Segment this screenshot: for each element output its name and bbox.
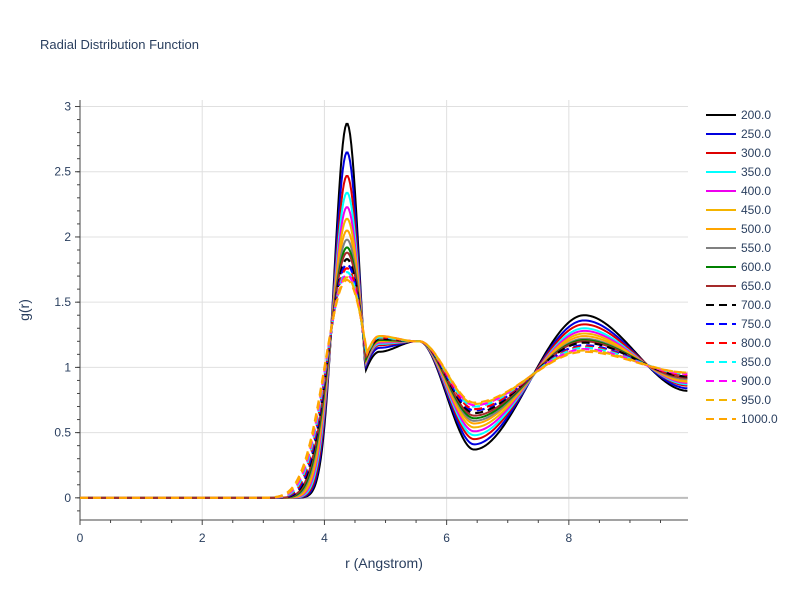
legend-item[interactable]: 1000.0	[706, 412, 778, 426]
series-line-250-0[interactable]	[80, 151, 688, 499]
legend-item[interactable]: 900.0	[706, 374, 771, 388]
y-tick-label: 1.5	[54, 295, 71, 309]
legend-item[interactable]: 400.0	[706, 184, 771, 198]
x-tick-label: 6	[443, 531, 450, 545]
series-line-450-0[interactable]	[80, 217, 688, 499]
legend: 200.0 250.0 300.0 350.0 400.0 450.0 500.0 550.0…	[706, 108, 778, 426]
chart-title: Radial Distribution Function	[40, 37, 199, 52]
x-tick-label: 2	[199, 531, 206, 545]
legend-item[interactable]: 450.0	[706, 203, 771, 217]
x-axis-title: r (Angstrom)	[345, 555, 423, 571]
legend-item[interactable]: 250.0	[706, 127, 771, 141]
legend-label: 650.0	[741, 279, 771, 293]
legend-label: 400.0	[741, 184, 771, 198]
legend-item[interactable]: 750.0	[706, 317, 771, 331]
legend-label: 450.0	[741, 203, 771, 217]
y-tick-label: 1	[64, 360, 71, 374]
y-axis-title: g(r)	[16, 299, 32, 321]
grid-lines	[79, 100, 688, 520]
series-line-1000-0[interactable]	[80, 278, 688, 499]
series-line-500-0[interactable]	[80, 229, 688, 499]
legend-label: 700.0	[741, 298, 771, 312]
legend-label: 750.0	[741, 317, 771, 331]
legend-item[interactable]: 200.0	[706, 108, 771, 122]
legend-label: 350.0	[741, 165, 771, 179]
y-tick-label: 3	[64, 100, 71, 114]
series-line-200-0[interactable]	[80, 122, 688, 499]
legend-item[interactable]: 650.0	[706, 279, 771, 293]
series-line-550-0[interactable]	[80, 238, 688, 499]
legend-label: 500.0	[741, 222, 771, 236]
legend-item[interactable]: 350.0	[706, 165, 771, 179]
legend-item[interactable]: 600.0	[706, 260, 771, 274]
legend-label: 850.0	[741, 355, 771, 369]
legend-item[interactable]: 800.0	[706, 336, 771, 350]
legend-item[interactable]: 550.0	[706, 241, 771, 255]
series-line-950-0[interactable]	[80, 276, 688, 499]
legend-label: 600.0	[741, 260, 771, 274]
legend-label: 200.0	[741, 108, 771, 122]
axes	[75, 100, 688, 525]
legend-item[interactable]: 300.0	[706, 146, 771, 160]
series-line-700-0[interactable]	[80, 258, 688, 499]
x-tick-labels: 0 2 4 6 8	[77, 531, 573, 545]
x-tick-label: 4	[321, 531, 328, 545]
legend-label: 900.0	[741, 374, 771, 388]
legend-label: 950.0	[741, 393, 771, 407]
series-line-750-0[interactable]	[80, 263, 688, 499]
y-tick-label: 0	[64, 491, 71, 505]
series-line-850-0[interactable]	[80, 271, 688, 499]
legend-label: 550.0	[741, 241, 771, 255]
plot-area[interactable]	[80, 122, 688, 499]
legend-label: 1000.0	[741, 412, 778, 426]
legend-item[interactable]: 500.0	[706, 222, 771, 236]
y-tick-label: 2.5	[54, 165, 71, 179]
x-tick-label: 0	[77, 531, 84, 545]
series-line-650-0[interactable]	[80, 251, 688, 499]
legend-item[interactable]: 850.0	[706, 355, 771, 369]
legend-label: 250.0	[741, 127, 771, 141]
y-tick-labels: 0 0.5 1 1.5 2 2.5 3	[54, 100, 71, 505]
series-line-900-0[interactable]	[80, 273, 688, 499]
y-tick-label: 0.5	[54, 426, 71, 440]
legend-item[interactable]: 700.0	[706, 298, 771, 312]
series-line-600-0[interactable]	[80, 246, 688, 499]
legend-label: 300.0	[741, 146, 771, 160]
legend-item[interactable]: 950.0	[706, 393, 771, 407]
x-tick-label: 8	[566, 531, 573, 545]
legend-label: 800.0	[741, 336, 771, 350]
series-line-400-0[interactable]	[80, 206, 688, 499]
y-tick-label: 2	[64, 230, 71, 244]
series-line-800-0[interactable]	[80, 267, 688, 499]
